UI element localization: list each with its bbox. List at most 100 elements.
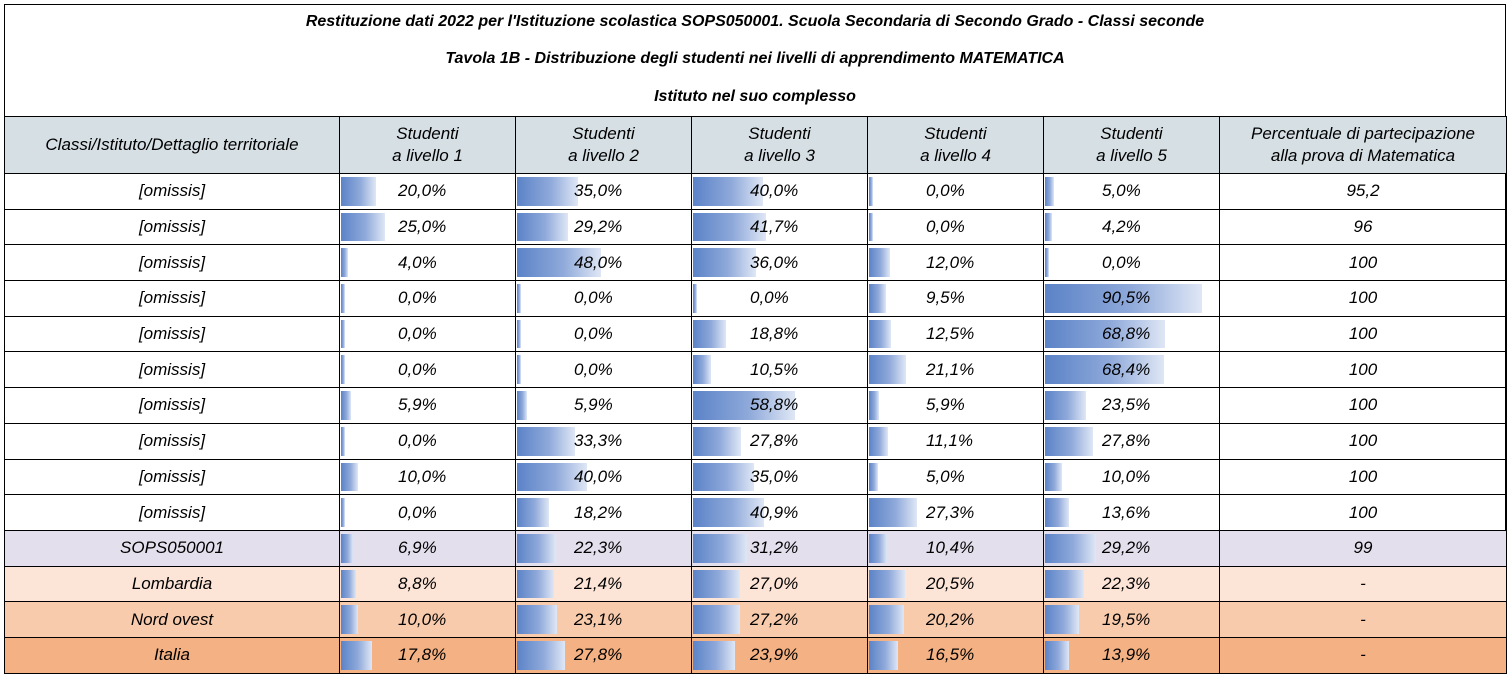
data-bar [693, 284, 697, 313]
row-label: [omissis] [4, 351, 340, 389]
row-label: [omissis] [4, 315, 340, 353]
data-bar [1045, 355, 1164, 385]
data-bar [517, 355, 521, 385]
table-row: SOPS050001 6,9% 22,3% 31,2% 10,4% 29,2% 99 [4, 529, 1507, 567]
table-row: [omissis] 20,0% 35,0% 40,0% 0,0% 5,0% 95,2 [4, 173, 1507, 210]
level-value: 0,0% [574, 359, 613, 379]
data-bar [517, 533, 556, 563]
level-value: 40,0% [574, 466, 623, 486]
row-label: Lombardia [4, 565, 340, 603]
data-bar [341, 212, 385, 242]
level-5-cell: 22,3% [1043, 565, 1220, 603]
level-3-cell: 40,9% [691, 494, 868, 531]
row-label: [omissis] [4, 208, 340, 246]
data-bar [693, 569, 740, 599]
data-bar [1045, 462, 1062, 492]
header-label: Percentuale di partecipazione [1251, 124, 1475, 143]
level-value: 0,0% [574, 288, 613, 308]
header-label: Studenti [924, 124, 987, 143]
data-bar [693, 248, 756, 278]
data-bar [517, 462, 587, 492]
level-value: 48,0% [574, 252, 623, 272]
table-row: [omissis] 0,0% 0,0% 10,5% 21,1% 68,4% 100 [4, 351, 1507, 389]
level-2-cell: 23,1% [515, 601, 692, 638]
data-bar [517, 319, 521, 349]
level-4-cell: 12,5% [867, 315, 1044, 353]
level-value: 29,2% [1102, 538, 1151, 558]
level-3-cell: 31,2% [691, 529, 868, 567]
header-area-label: Classi/Istituto/Dettaglio territoriale [45, 135, 299, 154]
level-value: 18,8% [750, 324, 799, 344]
level-value: 21,4% [574, 573, 623, 593]
level-3-cell: 0,0% [691, 280, 868, 317]
data-bar [341, 391, 351, 420]
level-value: 20,2% [926, 609, 975, 629]
level-5-cell: 0,0% [1043, 244, 1220, 282]
data-bar [693, 355, 711, 385]
data-bar [517, 605, 557, 634]
data-bar [1045, 498, 1069, 527]
level-4-cell: 12,0% [867, 244, 1044, 282]
data-bar [341, 605, 358, 634]
header-label: a livello 2 [568, 146, 639, 165]
data-bar [693, 426, 741, 456]
header-label: Studenti [748, 124, 811, 143]
table-row: Lombardia 8,8% 21,4% 27,0% 20,5% 22,3% - [4, 565, 1507, 603]
table-title: Tavola 1B - Distribuzione degli studenti… [445, 50, 1065, 67]
participation-cell: - [1219, 601, 1507, 638]
level-value: 0,0% [750, 288, 789, 308]
level-value: 40,9% [750, 502, 799, 522]
level-value: 19,5% [1102, 609, 1151, 629]
level-value: 68,8% [1102, 324, 1151, 344]
participation-cell: 100 [1219, 458, 1507, 496]
level-value: 16,5% [926, 645, 975, 665]
data-bar [869, 248, 890, 278]
level-5-cell: 13,9% [1043, 636, 1220, 674]
level-2-cell: 35,0% [515, 173, 692, 210]
level-value: 21,1% [926, 359, 975, 379]
level-value: 58,8% [750, 395, 799, 415]
level-5-cell: 10,0% [1043, 458, 1220, 496]
level-value: 20,5% [926, 573, 975, 593]
data-bar [341, 462, 358, 492]
level-value: 0,0% [398, 502, 437, 522]
level-1-cell: 6,9% [339, 529, 516, 567]
participation-cell: 100 [1219, 494, 1507, 531]
data-bar [869, 319, 891, 349]
level-2-cell: 21,4% [515, 565, 692, 603]
level-1-cell: 4,0% [339, 244, 516, 282]
data-bar [1045, 533, 1096, 563]
level-2-cell: 18,2% [515, 494, 692, 531]
row-label: [omissis] [4, 387, 340, 424]
data-bar [869, 498, 917, 527]
data-bar [341, 533, 353, 563]
report-sheet: Restituzione dati 2022 per l'Istituzione… [4, 4, 1507, 674]
level-value: 20,0% [398, 181, 447, 201]
level-2-cell: 5,9% [515, 387, 692, 424]
header-label: Studenti [1100, 124, 1163, 143]
level-value: 68,4% [1102, 359, 1151, 379]
row-label: [omissis] [4, 422, 340, 460]
level-1-cell: 0,0% [339, 315, 516, 353]
level-2-cell: 0,0% [515, 280, 692, 317]
level-3-cell: 41,7% [691, 208, 868, 246]
data-bar [1045, 391, 1086, 420]
level-3-cell: 18,8% [691, 315, 868, 353]
level-3-cell: 10,5% [691, 351, 868, 389]
level-value: 27,3% [926, 502, 975, 522]
data-bar [341, 426, 345, 456]
level-5-cell: 4,2% [1043, 208, 1220, 246]
data-bar [869, 355, 906, 385]
data-bar [517, 248, 601, 278]
level-3-cell: 58,8% [691, 387, 868, 424]
level-5-cell: 68,4% [1043, 351, 1220, 389]
table-row: [omissis] 0,0% 33,3% 27,8% 11,1% 27,8% 100 [4, 422, 1507, 460]
level-value: 0,0% [398, 324, 437, 344]
header-label: Studenti [396, 124, 459, 143]
table-row: Italia 17,8% 27,8% 23,9% 16,5% 13,9% - [4, 636, 1507, 674]
level-value: 6,9% [398, 538, 437, 558]
level-1-cell: 5,9% [339, 387, 516, 424]
data-bar [1045, 640, 1069, 670]
level-value: 10,4% [926, 538, 975, 558]
header-level-4: Studenti a livello 4 [867, 116, 1044, 174]
